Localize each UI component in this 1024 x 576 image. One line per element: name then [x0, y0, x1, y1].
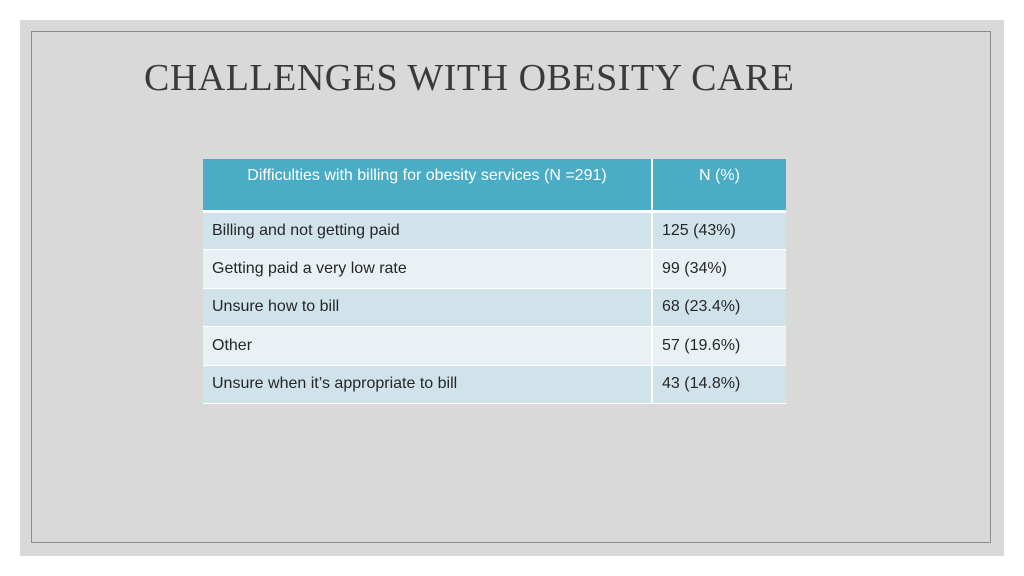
row-label: Getting paid a very low rate: [203, 249, 653, 289]
billing-difficulties-table: Difficulties with billing for obesity se…: [203, 159, 786, 404]
row-label: Unsure how to bill: [203, 288, 653, 327]
row-value: 125 (43%): [652, 211, 786, 250]
table-row: Getting paid a very low rate 99 (34%): [203, 249, 786, 289]
row-label: Unsure when it’s appropriate to bill: [203, 365, 653, 404]
table-row: Billing and not getting paid 125 (43%): [203, 211, 786, 250]
row-value: 68 (23.4%): [652, 288, 786, 327]
column-header-n-percent: N (%): [652, 159, 786, 213]
table-row: Unsure when it’s appropriate to bill 43 …: [203, 365, 786, 404]
column-header-difficulty: Difficulties with billing for obesity se…: [203, 159, 653, 213]
row-label: Billing and not getting paid: [203, 211, 653, 250]
table-row: Unsure how to bill 68 (23.4%): [203, 288, 786, 327]
row-label: Other: [203, 326, 653, 366]
table-row: Other 57 (19.6%): [203, 326, 786, 366]
slide-title: CHALLENGES WITH OBESITY CARE: [144, 57, 795, 99]
table-header-row: Difficulties with billing for obesity se…: [203, 159, 786, 213]
slide: CHALLENGES WITH OBESITY CARE Difficultie…: [20, 20, 1004, 556]
slide-frame: [31, 31, 991, 543]
row-value: 57 (19.6%): [652, 326, 786, 366]
row-value: 43 (14.8%): [652, 365, 786, 404]
row-value: 99 (34%): [652, 249, 786, 289]
